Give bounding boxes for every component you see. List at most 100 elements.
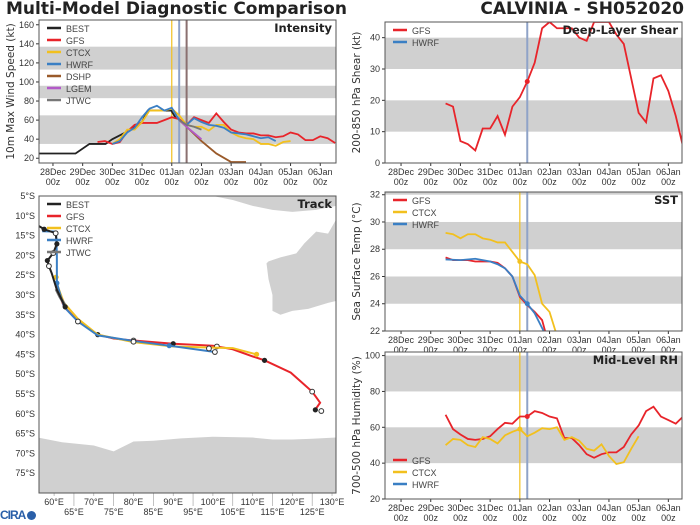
panel-title: Deep-Layer Shear (562, 23, 678, 37)
x-tick-hour: 00z (394, 177, 409, 187)
legend-label-hwrf: HWRF (412, 38, 439, 48)
y-tick-label: 80 (370, 386, 380, 396)
track-point-open (52, 230, 59, 237)
x-tick-hour: 00z (423, 345, 438, 355)
y-tick-label: 10 (370, 127, 380, 137)
legend-label-ctcx: CTCX (66, 224, 91, 234)
x-tick-hour: 00z (513, 177, 528, 187)
lat-tick-label: 5°S (20, 191, 35, 201)
y-axis-label: 700-500 hPa Humidity (%) (351, 356, 363, 495)
x-tick-hour: 00z (75, 177, 90, 187)
track-point-open (206, 345, 212, 352)
x-tick-hour: 00z (513, 345, 528, 355)
x-tick-hour: 00z (483, 177, 498, 187)
indonesia-landmass (212, 196, 336, 212)
y-tick-label: 24 (370, 299, 380, 309)
x-tick-hour: 00z (602, 345, 617, 355)
shaded-band (385, 355, 682, 392)
x-tick-hour: 00z (542, 177, 557, 187)
marker-ctcx (517, 426, 523, 432)
track-point-open (75, 318, 81, 325)
sst-panel: 22242628303228Dec00z29Dec00z30Dec00z31De… (351, 190, 683, 355)
lon-tick-label: 105°E (220, 507, 245, 517)
x-tick-date: 30Dec (447, 167, 474, 177)
x-tick-hour: 00z (661, 177, 676, 187)
x-tick-date: 04Jan (597, 335, 622, 345)
lat-tick-label: 15°S (15, 231, 35, 241)
x-tick-hour: 00z (46, 177, 61, 187)
series-hwrf (445, 257, 545, 331)
y-tick-label: 30 (370, 64, 380, 74)
shaded-band (385, 192, 682, 195)
y-tick-label: 100 (19, 77, 34, 87)
series-ctcx (111, 107, 291, 147)
x-tick-date: 05Jan (626, 167, 651, 177)
y-tick-label: 28 (370, 244, 380, 254)
y-tick-label: 60 (370, 422, 380, 432)
plot-area (385, 192, 682, 331)
y-tick-label: 26 (370, 271, 380, 281)
panel-title: Mid-Level RH (593, 353, 678, 367)
lon-tick-label: 100°E (201, 497, 226, 507)
shear-panel: 01020304028Dec00z29Dec00z30Dec00z31Dec00… (351, 21, 683, 187)
shaded-band (385, 100, 682, 132)
y-tick-label: 80 (24, 96, 34, 106)
legend-label-gfs: GFS (412, 456, 431, 466)
plot-frame (38, 195, 337, 494)
plot-area (385, 352, 682, 499)
plot-frame (384, 191, 683, 332)
x-tick-hour: 00z (661, 513, 676, 523)
track-point-filled (54, 241, 60, 247)
y-tick-label: 140 (19, 39, 34, 49)
y-tick-label: 60 (24, 115, 34, 125)
x-tick-hour: 00z (483, 345, 498, 355)
plot-frame (384, 351, 683, 500)
x-tick-hour: 00z (572, 513, 587, 523)
x-tick-date: 04Jan (597, 503, 622, 513)
y-tick-label: 40 (370, 33, 380, 43)
x-tick-hour: 00z (453, 345, 468, 355)
legend-label-ctcx: CTCX (412, 468, 437, 478)
legend-label-ctcx: CTCX (412, 208, 437, 218)
series-hwrf (112, 104, 277, 145)
land-layer (39, 196, 336, 493)
panel-title: SST (654, 193, 678, 207)
x-tick-date: 05Jan (626, 503, 651, 513)
x-tick-hour: 00z (661, 345, 676, 355)
x-tick-date: 28Dec (388, 335, 415, 345)
x-tick-date: 02Jan (537, 503, 562, 513)
legend-label-hwrf: HWRF (412, 480, 439, 490)
plot-background (385, 192, 682, 331)
rh-panel: 2040608010028Dec00z29Dec00z30Dec00z31Dec… (351, 351, 683, 523)
x-tick-hour: 00z (542, 345, 557, 355)
y-tick-label: 40 (24, 134, 34, 144)
track-line-best (39, 225, 67, 308)
x-tick-date: 29Dec (418, 503, 445, 513)
lat-tick-label: 60°S (15, 409, 35, 419)
track-point-filled (62, 304, 68, 310)
x-tick-hour: 00z (394, 345, 409, 355)
x-tick-date: 02Jan (189, 167, 214, 177)
globe-icon (27, 511, 37, 520)
legend-label-hwrf: HWRF (66, 60, 93, 70)
x-tick-hour: 00z (453, 513, 468, 523)
legend-label-best: BEST (66, 200, 90, 210)
storm-title: CALVINIA - SH052020 (480, 0, 684, 19)
x-tick-hour: 00z (602, 177, 617, 187)
x-tick-hour: 00z (423, 177, 438, 187)
y-tick-label: 20 (24, 153, 34, 163)
legend-label-gfs: GFS (412, 26, 431, 36)
marker-gfs (524, 79, 530, 85)
x-tick-hour: 00z (542, 513, 557, 523)
marker-hwrf (524, 301, 530, 307)
plot-area (39, 20, 336, 163)
legend-label-hwrf: HWRF (412, 220, 439, 230)
lon-tick-label: 130°E (320, 497, 345, 507)
track-point-filled (170, 341, 176, 347)
lat-tick-label: 35°S (15, 310, 35, 320)
x-tick-date: 04Jan (249, 167, 274, 177)
track-point-open (309, 388, 316, 395)
lon-tick-label: 95°E (183, 507, 203, 517)
x-tick-hour: 00z (602, 513, 617, 523)
